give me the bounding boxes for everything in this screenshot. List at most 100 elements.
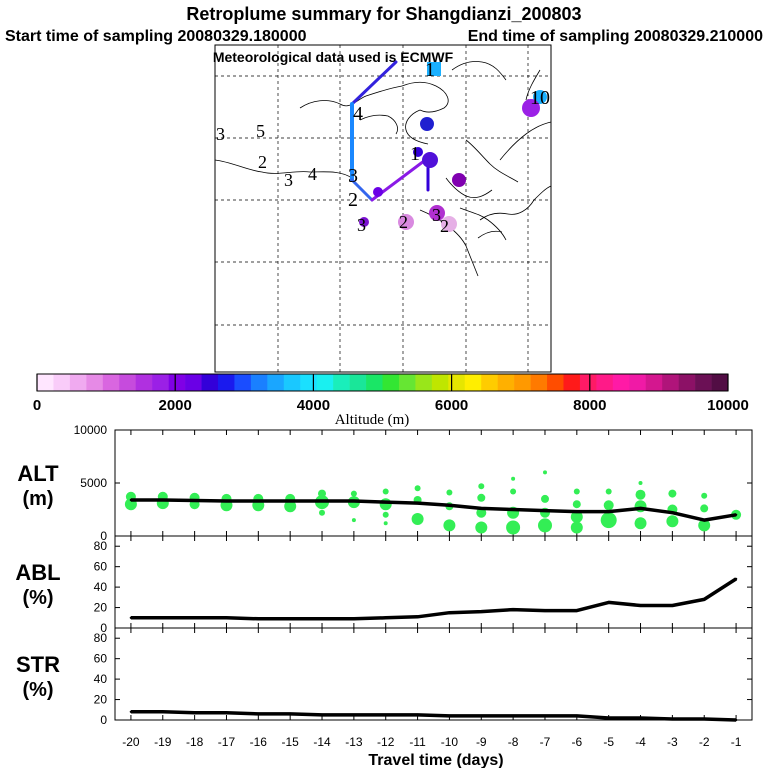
data-point	[639, 716, 642, 720]
altitude-scatter-point	[600, 512, 617, 529]
trajectory-marker	[522, 99, 540, 117]
colorbar-cell	[135, 374, 153, 391]
trajectory-marker	[452, 173, 466, 187]
colorbar-cell	[168, 374, 186, 391]
track-label: 3	[348, 165, 358, 187]
data-point	[225, 711, 228, 714]
data-point	[193, 616, 196, 619]
colorbar-cell	[514, 374, 531, 391]
data-point	[543, 714, 547, 718]
end-time-label: End time of sampling 20080329.210000	[468, 28, 763, 45]
y-axis-unit: (m)	[22, 488, 53, 510]
x-tick-label: -4	[635, 735, 646, 749]
trajectory-marker	[359, 217, 369, 227]
x-tick-label: -8	[508, 735, 519, 749]
colorbar-cell	[102, 374, 120, 391]
x-tick-label: -16	[250, 735, 268, 749]
figure-title: Retroplume summary for Shangdianzi_20080…	[186, 4, 581, 24]
colorbar-cell	[201, 374, 219, 391]
met-data-label: Meteorological data used is ECMWF	[213, 49, 454, 65]
data-point	[416, 501, 419, 505]
data-point	[543, 509, 547, 512]
altitude-scatter-point	[634, 517, 647, 530]
data-point	[639, 507, 642, 510]
data-point	[352, 713, 356, 717]
trajectory-marker	[398, 214, 414, 230]
track-label: 10	[530, 87, 550, 109]
x-tick-label: -17	[218, 735, 236, 749]
data-point	[671, 717, 674, 721]
altitude-scatter-point	[379, 498, 392, 511]
altitude-scatter-point	[541, 494, 549, 503]
data-point	[193, 711, 196, 714]
colorbar-cell	[86, 374, 104, 391]
colorbar-cell	[283, 374, 301, 391]
track-label: 3	[284, 170, 293, 190]
track-label: 4	[353, 103, 363, 125]
colorbar-tick-label: 6000	[435, 397, 468, 414]
trajectory-segment	[350, 60, 398, 106]
data-point	[384, 500, 387, 504]
trajectory-marker	[413, 147, 423, 157]
track-label: 5	[256, 121, 265, 141]
colorbar-cell	[152, 374, 169, 391]
trajectory-marker	[429, 205, 445, 221]
altitude-scatter-point	[351, 518, 356, 523]
data-point	[320, 499, 324, 503]
altitude-scatter-point	[284, 500, 297, 513]
y-axis-label: STR	[16, 652, 60, 677]
y-axis-unit: (%)	[22, 679, 53, 701]
time-series-panels: ALT(m)0500010000ABL(%)020406080STR(%)020…	[15, 423, 753, 749]
trajectory-marker	[420, 117, 434, 131]
colorbar-cell	[481, 374, 498, 391]
colorbar-cell	[398, 374, 416, 391]
colorbar-cell	[185, 374, 202, 391]
data-point	[129, 498, 133, 502]
colorbar-cell	[695, 374, 712, 391]
data-point	[161, 498, 164, 502]
y-axis-label: ABL	[15, 560, 60, 585]
x-tick-label: -12	[377, 735, 395, 749]
panel-frame	[114, 429, 753, 537]
panel-abl: ABL(%) 0 20 40 60 80	[15, 535, 753, 635]
altitude-scatter-point	[700, 504, 709, 513]
y-tick-label: 0	[100, 713, 107, 727]
series-line	[130, 577, 738, 621]
colorbar-cell	[530, 374, 548, 391]
data-point	[607, 510, 610, 513]
x-tick-label: -7	[540, 735, 551, 749]
colorbar-cell	[366, 374, 383, 391]
altitude-scatter-point	[443, 519, 456, 532]
y-tick-label: 5000	[80, 476, 107, 490]
data-point	[225, 499, 228, 503]
map-gridlines	[215, 45, 551, 372]
data-point	[639, 604, 642, 607]
altitude-scatter-point	[506, 520, 521, 535]
track-label: 3	[432, 205, 441, 225]
y-tick-label: 10000	[74, 423, 108, 437]
track-label: 2	[399, 212, 408, 232]
colorbar-tick-label: 8000	[573, 397, 606, 414]
colorbar-cell	[563, 374, 581, 391]
x-tick-label: -19	[154, 735, 172, 749]
data-point	[384, 616, 387, 619]
altitude-scatter-point	[603, 500, 614, 511]
altitude-scatter-point	[666, 515, 679, 528]
altitude-scatter-point	[414, 485, 421, 492]
altitude-scatter-point	[382, 511, 389, 518]
y-tick-label: 80	[94, 631, 108, 645]
data-point	[575, 714, 578, 718]
data-point	[225, 616, 228, 619]
altitude-scatter-point	[446, 489, 453, 496]
panel-frame	[114, 627, 753, 721]
x-tick-label: -5	[603, 735, 614, 749]
x-tick-label: -18	[186, 735, 204, 749]
x-tick-label: -15	[282, 735, 300, 749]
y-axis-label: ALT	[17, 461, 59, 486]
altitude-scatter-point	[543, 470, 547, 475]
colorbar-cell	[415, 374, 433, 391]
data-point	[575, 609, 578, 612]
altitude-scatter-point	[478, 483, 485, 490]
x-tick-label: -3	[667, 735, 678, 749]
